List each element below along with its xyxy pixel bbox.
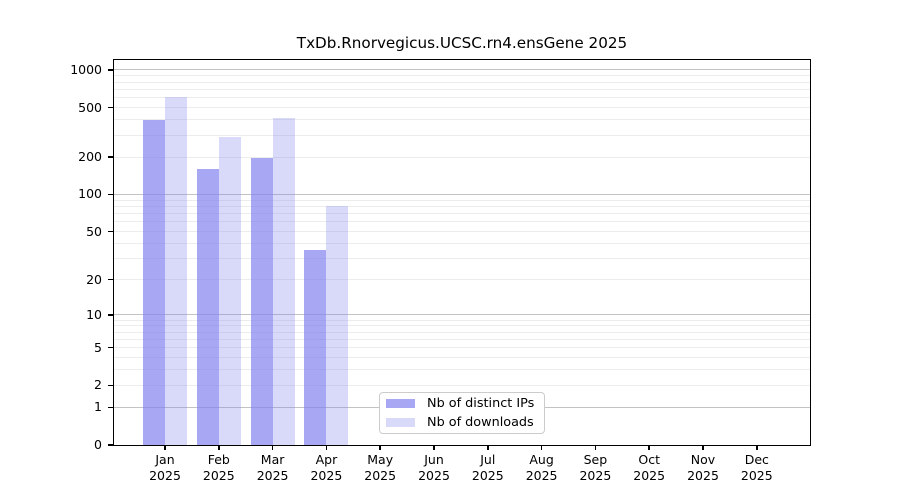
gridline xyxy=(114,279,810,281)
gridline xyxy=(114,258,810,260)
x-axis-tick xyxy=(540,445,543,450)
y-axis-tick xyxy=(108,193,113,196)
x-axis-tick xyxy=(487,445,489,450)
x-axis-tick-label: Oct 2025 xyxy=(633,452,666,483)
x-axis-tick-label: May 2025 xyxy=(364,452,397,483)
x-axis-tick-label: Aug 2025 xyxy=(525,452,558,483)
legend-item-distinct-ips: Nb of distinct IPs xyxy=(386,396,544,412)
y-axis-tick xyxy=(108,444,113,446)
x-axis-tick-label: Feb 2025 xyxy=(202,452,235,483)
gridline xyxy=(114,107,810,109)
y-axis-tick-label: 1 xyxy=(94,399,102,415)
x-axis-tick-label: Jul 2025 xyxy=(471,452,504,483)
x-axis-tick-label: Nov 2025 xyxy=(687,452,719,483)
y-axis-tick-label: 100 xyxy=(78,186,102,202)
x-axis-tick xyxy=(164,445,166,450)
y-axis-tick xyxy=(108,278,113,281)
y-axis-tick xyxy=(108,230,113,233)
bar-downloads xyxy=(165,96,187,445)
y-axis-tick-label: 2 xyxy=(94,377,102,393)
gridline xyxy=(114,119,810,121)
gridline xyxy=(114,75,810,77)
y-axis-tick xyxy=(108,156,113,158)
y-axis-tick-label: 200 xyxy=(78,149,102,165)
legend-label-downloads: Nb of downloads xyxy=(427,415,534,430)
gridline xyxy=(114,213,810,215)
x-axis-tick xyxy=(325,445,328,450)
x-axis-tick xyxy=(379,445,381,450)
y-axis-tick-label: 500 xyxy=(78,99,102,115)
y-axis-tick xyxy=(108,314,113,316)
gridline xyxy=(114,134,810,136)
y-axis-tick xyxy=(108,346,113,349)
gridline xyxy=(114,69,810,71)
x-axis-tick-label: Mar 2025 xyxy=(256,452,289,483)
bar-downloads xyxy=(218,137,241,445)
x-axis-tick-label: Jun 2025 xyxy=(418,452,450,483)
x-axis-tick-label: Apr 2025 xyxy=(310,452,343,483)
gridline xyxy=(114,231,810,233)
gridline xyxy=(114,221,810,223)
bar-downloads xyxy=(326,206,349,445)
gridline xyxy=(114,331,810,333)
bar-distinct-ips xyxy=(304,250,327,445)
chart-title: TxDb.Rnorvegicus.UCSC.rn4.ensGene 2025 xyxy=(296,34,628,52)
gridline xyxy=(114,319,810,321)
bar-distinct-ips xyxy=(143,119,165,445)
x-axis-tick-label: Sep 2025 xyxy=(579,452,612,483)
gridline xyxy=(114,384,810,386)
gridline xyxy=(114,199,810,201)
y-axis-tick xyxy=(108,384,113,387)
y-axis-tick-label: 10 xyxy=(86,306,102,322)
legend-label-distinct-ips: Nb of distinct IPs xyxy=(427,396,535,411)
gridline xyxy=(114,338,810,340)
legend: Nb of distinct IPs Nb of downloads xyxy=(379,392,545,434)
gridline xyxy=(114,347,810,349)
x-axis-tick xyxy=(433,445,435,450)
x-axis-tick xyxy=(756,445,758,450)
y-axis-tick-label: 50 xyxy=(86,223,102,239)
bar-distinct-ips xyxy=(250,158,273,445)
gridline xyxy=(114,193,810,195)
x-axis-tick-label: Dec 2025 xyxy=(740,452,773,483)
plot-area xyxy=(114,60,810,445)
gridline xyxy=(114,81,810,83)
x-axis-tick xyxy=(271,445,274,450)
legend-swatch-distinct-ips xyxy=(386,399,415,408)
gridline xyxy=(114,88,810,90)
gridline xyxy=(114,156,810,158)
y-axis-tick-label: 20 xyxy=(86,271,102,287)
gridline xyxy=(114,242,810,244)
gridline xyxy=(114,97,810,99)
y-axis-tick xyxy=(108,69,113,71)
y-axis-tick xyxy=(108,106,113,109)
gridline xyxy=(114,314,810,316)
gridline xyxy=(114,369,810,371)
x-axis-tick xyxy=(648,445,650,450)
gridline xyxy=(114,357,810,359)
x-axis-tick xyxy=(702,445,704,450)
bar-distinct-ips xyxy=(196,169,219,445)
legend-swatch-downloads xyxy=(386,418,415,427)
y-axis-tick xyxy=(108,406,113,409)
y-axis-tick-label: 0 xyxy=(94,437,102,452)
x-axis-tick-label: Jan 2025 xyxy=(149,452,181,483)
x-axis-tick xyxy=(218,445,220,450)
bar-downloads xyxy=(272,117,295,445)
gridline xyxy=(114,205,810,207)
y-axis-tick-label: 1000 xyxy=(70,61,102,77)
x-axis-tick xyxy=(594,445,597,450)
y-axis-tick-label: 5 xyxy=(94,339,102,355)
legend-item-downloads: Nb of downloads xyxy=(386,415,544,431)
gridline xyxy=(114,325,810,327)
